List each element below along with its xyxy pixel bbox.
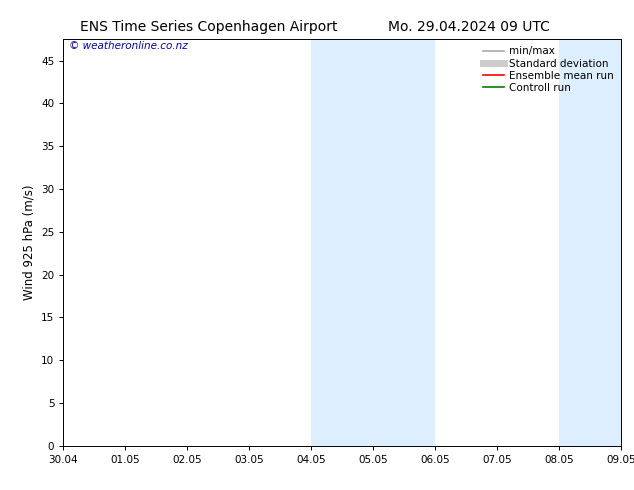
Y-axis label: Wind 925 hPa (m/s): Wind 925 hPa (m/s) — [23, 185, 36, 300]
Text: ENS Time Series Copenhagen Airport: ENS Time Series Copenhagen Airport — [81, 20, 338, 34]
Bar — [373, 39, 436, 446]
Text: © weatheronline.co.nz: © weatheronline.co.nz — [69, 41, 188, 51]
Text: Mo. 29.04.2024 09 UTC: Mo. 29.04.2024 09 UTC — [388, 20, 550, 34]
Legend: min/max, Standard deviation, Ensemble mean run, Controll run: min/max, Standard deviation, Ensemble me… — [479, 42, 618, 97]
Bar — [311, 39, 373, 446]
Bar — [559, 39, 621, 446]
